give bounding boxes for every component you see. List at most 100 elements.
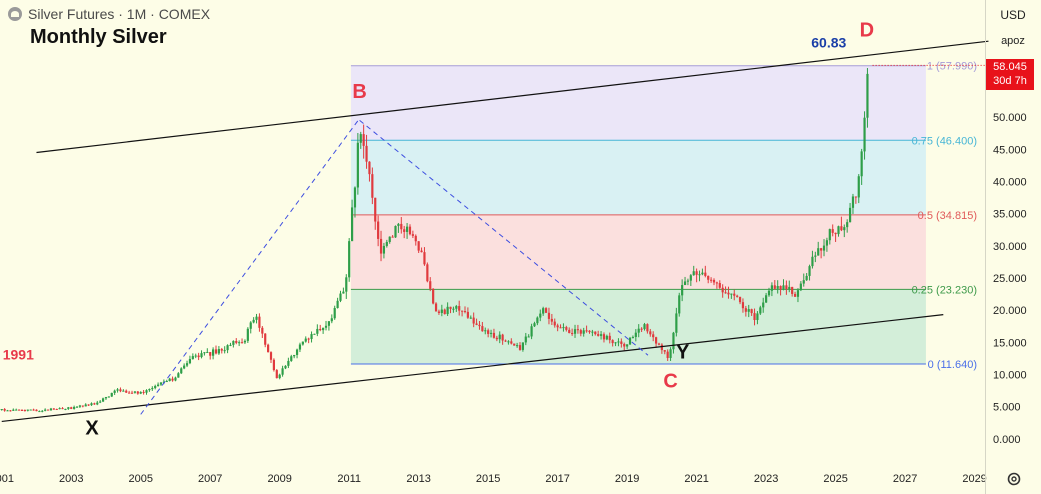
wave-label-y: Y [676,341,690,363]
candle-body [58,408,61,410]
candle-body [738,296,742,303]
candle-body [504,340,507,342]
candle-body [240,342,244,344]
candle-body [194,355,197,357]
candle-body [154,385,157,389]
candle-body [788,286,791,289]
candle-body [686,280,690,282]
candle-body [460,310,464,312]
candle-body [226,345,229,351]
candle-body [724,292,727,294]
candle-body [382,245,386,254]
candle-body [542,308,545,314]
candle-body [773,285,776,289]
currency-selector[interactable]: USD [1000,8,1026,22]
candle-body [9,410,12,412]
candle-body [35,409,38,412]
candle-body [84,404,87,407]
candle-body [767,290,771,296]
candle-body [701,272,704,275]
candle-body [281,368,284,375]
candle-body [663,350,666,352]
candle-body [472,317,475,324]
candle-body [599,334,603,336]
candle-body [267,344,270,353]
last-price-value: 58.045 [993,61,1027,73]
candle-body [229,344,232,346]
bar-countdown: 30d 7h [993,75,1027,87]
candle-body [400,223,403,230]
candle-body [174,377,177,381]
candle-body [220,349,223,351]
candle-body [214,349,218,354]
candle-body [18,409,21,411]
candle-body [518,345,522,350]
candle-body [75,406,79,408]
candle-body [342,291,345,294]
candle-body [799,283,802,291]
candle-body [759,307,762,314]
candle-body [654,337,658,344]
price-tick-5: 25.000 [993,273,1027,285]
time-tick-2011: 2011 [337,473,361,485]
candle-body [698,274,701,276]
candle-body [744,308,747,312]
candle-body [860,151,863,177]
candle-body [148,389,151,391]
candle-body [507,341,510,343]
candle-body [489,332,493,334]
fib-level-label-0.25: 0.25 (23.230) [912,284,977,296]
candle-body [689,275,692,281]
candle-body [87,404,90,406]
candle-body [55,409,58,411]
candle-body [432,288,435,304]
gear-icon[interactable] [1005,470,1023,488]
candle-body [133,391,137,393]
candle-body [197,355,200,358]
candle-body [434,303,438,312]
scale-mode-button[interactable]: apoz [1001,35,1025,47]
time-tick-2009: 2009 [267,473,291,485]
candle-body [597,334,600,336]
candle-body [527,336,530,338]
candle-body [750,309,753,314]
time-tick-2003: 2003 [59,473,83,485]
candle-body [156,384,160,386]
dashed-line-B-C [359,119,649,356]
price-tick-1: 5.000 [993,402,1021,414]
price-tick-2: 10.000 [993,369,1027,381]
channel-line-upper [36,40,989,154]
candle-body [553,321,556,326]
candle-body [571,333,574,335]
candle-body [848,207,852,223]
candle-body [368,161,371,175]
candle-body [492,332,496,338]
candle-body [405,226,409,232]
candle-body [846,222,849,228]
candle-body [301,341,304,345]
candle-body [762,302,765,308]
candle-body [359,134,362,143]
candle-body [6,410,9,412]
candle-body [151,388,154,390]
candle-body [692,271,695,276]
candle-body [336,300,339,309]
candle-body [657,343,661,345]
annotation-text-0: Feb 1991 [0,347,34,363]
candle-body [533,323,536,327]
candle-body [782,285,785,290]
candle-body [524,336,527,343]
time-tick-2029: 2029 [962,473,986,485]
candle-body [327,321,331,326]
candle-body [0,409,3,411]
candle-body [295,349,299,355]
candle-body [681,285,684,296]
channel-line-lower [1,314,944,423]
time-tick-2021: 2021 [684,473,708,485]
candle-body [458,306,461,311]
candle-body [582,330,585,334]
candle-body [99,401,102,403]
candle-body [209,352,212,356]
candle-body [695,271,698,275]
